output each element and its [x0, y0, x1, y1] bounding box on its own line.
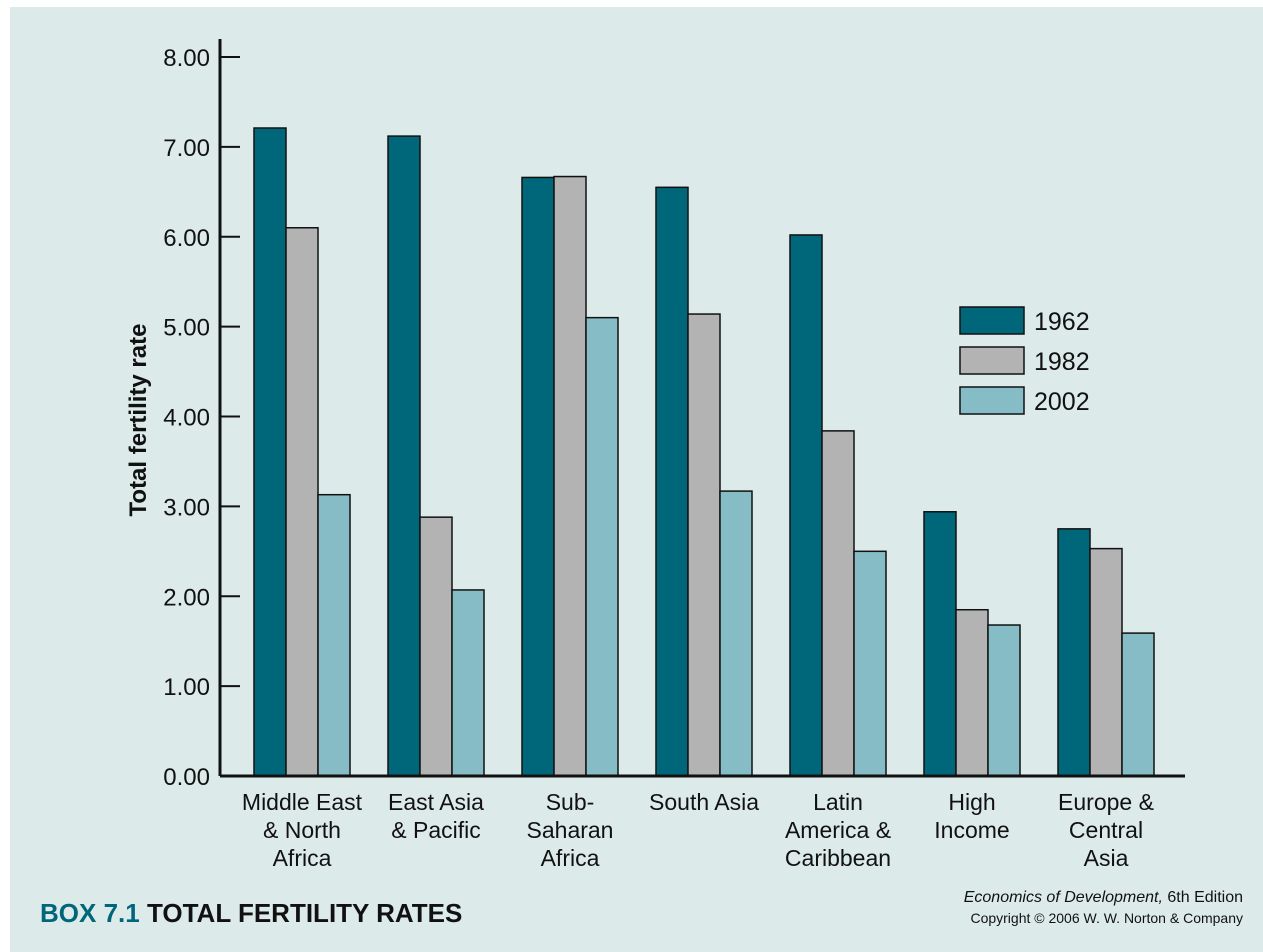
y-tick-label: 4.00: [163, 405, 210, 432]
bar: [655, 186, 689, 777]
bar: [585, 316, 619, 777]
bar: [789, 234, 823, 777]
legend-label: 1962: [1034, 308, 1090, 336]
bar: [553, 175, 587, 777]
bar: [317, 493, 351, 777]
title-prefix: BOX 7.1: [40, 898, 140, 928]
y-tick-label: 3.00: [163, 494, 210, 521]
x-tick-label: Latin America & Caribbean: [785, 789, 891, 871]
source-italic: Economics of Development,: [964, 889, 1163, 906]
chart-title: BOX 7.1 TOTAL FERTILITY RATES: [40, 898, 462, 928]
bar: [451, 589, 485, 777]
y-tick-label: 2.00: [163, 584, 210, 611]
bar: [687, 313, 721, 777]
x-tick-label: Middle East & North Africa: [242, 789, 363, 871]
x-tick-label: Sub-Saharan Africa: [527, 789, 614, 871]
y-tick-label: 6.00: [163, 225, 210, 252]
bar: [387, 135, 421, 777]
y-tick-label: 8.00: [163, 45, 210, 72]
bar: [923, 511, 957, 777]
source: Economics of Development, 6th Edition: [964, 889, 1243, 906]
legend-swatch: [959, 346, 1025, 375]
bar: [719, 490, 753, 777]
x-tick-label: East Asia & Pacific: [388, 789, 484, 843]
legend-swatch: [959, 386, 1025, 415]
bar: [253, 127, 287, 777]
x-tick-label: Europe & Central Asia: [1058, 789, 1154, 871]
bar: [285, 227, 319, 777]
x-tick-label: South Asia: [649, 789, 759, 815]
bar: [821, 430, 855, 777]
legend-swatch: [959, 306, 1025, 335]
bar: [853, 550, 887, 777]
bar: [955, 608, 989, 777]
y-tick-label: 7.00: [163, 135, 210, 162]
y-axis-label: Total fertility rate: [125, 324, 152, 517]
x-tick-label: High Income: [934, 789, 1009, 843]
bar: [521, 176, 555, 777]
bar: [419, 516, 453, 777]
legend-label: 1982: [1034, 348, 1090, 376]
copyright: Copyright © 2006 W. W. Norton & Company: [970, 910, 1243, 926]
source-rest: 6th Edition: [1167, 889, 1243, 906]
y-tick-label: 0.00: [163, 764, 210, 791]
y-tick-label: 5.00: [163, 315, 210, 342]
title-main: TOTAL FERTILITY RATES: [147, 898, 462, 928]
y-tick-label: 1.00: [163, 674, 210, 701]
bar: [1089, 547, 1123, 777]
bar: [987, 624, 1021, 777]
bar: [1121, 632, 1155, 777]
bar: [1057, 528, 1091, 777]
legend-label: 2002: [1034, 388, 1090, 416]
